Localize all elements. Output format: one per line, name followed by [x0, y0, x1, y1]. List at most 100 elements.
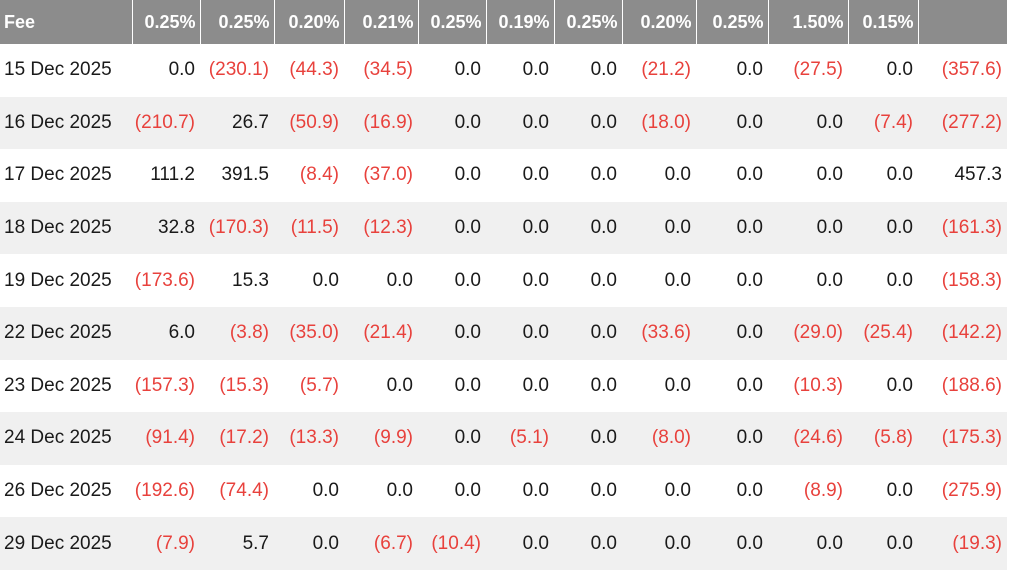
value-cell: (21.2)	[641, 59, 691, 81]
value-cell: 0.0	[736, 322, 763, 344]
value-cell: 26.7	[232, 111, 269, 133]
value-cell: (10.4)	[431, 532, 481, 554]
value-cell: 0.0	[736, 427, 763, 449]
value-cell: 0.0	[312, 532, 339, 554]
row-total-cell: (277.2)	[941, 111, 1002, 133]
value-cell: 0.0	[168, 59, 195, 81]
value-cell: 391.5	[221, 164, 269, 186]
value-cell: (24.6)	[793, 427, 843, 449]
value-cell: (21.4)	[363, 322, 413, 344]
value-cell: 0.0	[736, 480, 763, 502]
value-cell: 0.0	[454, 427, 481, 449]
value-cell: 0.0	[386, 269, 413, 291]
header-fee-cell: 0.20%	[274, 0, 345, 44]
right-edge-margin	[1007, 0, 1024, 570]
row-date-cell: 24 Dec 2025	[4, 427, 112, 449]
value-cell: (9.9)	[373, 427, 413, 449]
row-total-cell: (161.3)	[941, 217, 1002, 239]
value-cell: 0.0	[590, 59, 617, 81]
value-cell: 0.0	[454, 59, 481, 81]
value-cell: (25.4)	[863, 322, 913, 344]
value-cell: 0.0	[454, 269, 481, 291]
value-cell: (210.7)	[134, 111, 195, 133]
value-cell: 111.2	[150, 164, 195, 186]
value-cell: 0.0	[664, 480, 691, 502]
value-cell: (74.4)	[219, 480, 269, 502]
value-cell: 0.0	[312, 480, 339, 502]
value-cell: 0.0	[454, 217, 481, 239]
value-cell: (170.3)	[208, 217, 269, 239]
value-cell: (5.7)	[299, 374, 339, 396]
header-row: Fee 0.25% 0.25% 0.20% 0.21% 0.25% 0.19% …	[0, 0, 1007, 44]
value-cell: (5.8)	[873, 427, 913, 449]
row-total-cell: (158.3)	[941, 269, 1002, 291]
value-cell: (34.5)	[363, 59, 413, 81]
value-cell: 5.7	[242, 532, 269, 554]
value-cell: 0.0	[886, 164, 913, 186]
value-cell: (8.9)	[803, 480, 843, 502]
value-cell: (12.3)	[363, 217, 413, 239]
table-row: 23 Dec 2025 (157.3) (15.3) (5.7) 0.0 0.0 0.0 0.…	[0, 359, 1007, 413]
row-date-cell: 18 Dec 2025	[4, 217, 112, 239]
value-cell: (192.6)	[134, 480, 195, 502]
value-cell: 0.0	[664, 217, 691, 239]
header-fee-cell: 0.25%	[696, 0, 769, 44]
value-cell: 0.0	[736, 217, 763, 239]
row-date-cell: 16 Dec 2025	[4, 111, 112, 133]
table-row: 16 Dec 2025 (210.7) 26.7 (50.9) (16.9) 0.0 0.0…	[0, 96, 1007, 150]
value-cell: 0.0	[736, 59, 763, 81]
value-cell: 0.0	[736, 374, 763, 396]
header-fee-cell: 0.25%	[200, 0, 275, 44]
header-fee-cell: 1.50%	[768, 0, 849, 44]
row-date-cell: 29 Dec 2025	[4, 532, 112, 554]
header-fee-cell: 0.15%	[848, 0, 919, 44]
header-fee-cell: 0.25%	[554, 0, 623, 44]
value-cell: 0.0	[522, 269, 549, 291]
table-body: 15 Dec 2025 0.0 (230.1) (44.3) (34.5) 0.0 0.0 0…	[0, 44, 1007, 570]
header-fee-cell: 0.25%	[418, 0, 487, 44]
value-cell: (33.6)	[641, 322, 691, 344]
header-fee-cell: 0.21%	[344, 0, 419, 44]
row-total-cell: (175.3)	[941, 427, 1002, 449]
value-cell: (5.1)	[509, 427, 549, 449]
value-cell: 0.0	[454, 111, 481, 133]
value-cell: 0.0	[454, 480, 481, 502]
table-header: Fee 0.25% 0.25% 0.20% 0.21% 0.25% 0.19% …	[0, 0, 1007, 44]
value-cell: 0.0	[816, 269, 843, 291]
value-cell: 0.0	[664, 164, 691, 186]
value-cell: 15.3	[232, 269, 269, 291]
table-row: 18 Dec 2025 32.8 (170.3) (11.5) (12.3) 0.0 0.0…	[0, 201, 1007, 255]
value-cell: 0.0	[522, 480, 549, 502]
row-date-cell: 17 Dec 2025	[4, 164, 112, 186]
value-cell: 0.0	[886, 532, 913, 554]
table-row: 17 Dec 2025 111.2 391.5 (8.4) (37.0) 0.0 0.0 0.…	[0, 149, 1007, 202]
value-cell: 0.0	[454, 374, 481, 396]
value-cell: 0.0	[736, 269, 763, 291]
value-cell: (91.4)	[145, 427, 195, 449]
row-date-cell: 22 Dec 2025	[4, 322, 112, 344]
value-cell: 0.0	[664, 374, 691, 396]
value-cell: 0.0	[522, 59, 549, 81]
value-cell: 0.0	[522, 322, 549, 344]
value-cell: (173.6)	[134, 269, 195, 291]
value-cell: (8.4)	[299, 164, 339, 186]
value-cell: (6.7)	[373, 532, 413, 554]
value-cell: 0.0	[312, 269, 339, 291]
value-cell: (15.3)	[219, 374, 269, 396]
row-total-cell: (188.6)	[941, 374, 1002, 396]
value-cell: 32.8	[158, 217, 195, 239]
row-total-cell: (19.3)	[952, 532, 1002, 554]
value-cell: 0.0	[454, 322, 481, 344]
value-cell: (11.5)	[290, 217, 339, 239]
value-cell: (35.0)	[289, 322, 339, 344]
row-total-cell: (142.2)	[941, 322, 1002, 344]
value-cell: 0.0	[816, 164, 843, 186]
value-cell: 0.0	[590, 111, 617, 133]
value-cell: 0.0	[522, 374, 549, 396]
row-total-cell: (357.6)	[941, 59, 1002, 81]
value-cell: 0.0	[522, 217, 549, 239]
value-cell: (50.9)	[289, 111, 339, 133]
value-cell: (3.8)	[229, 322, 269, 344]
value-cell: (16.9)	[363, 111, 413, 133]
